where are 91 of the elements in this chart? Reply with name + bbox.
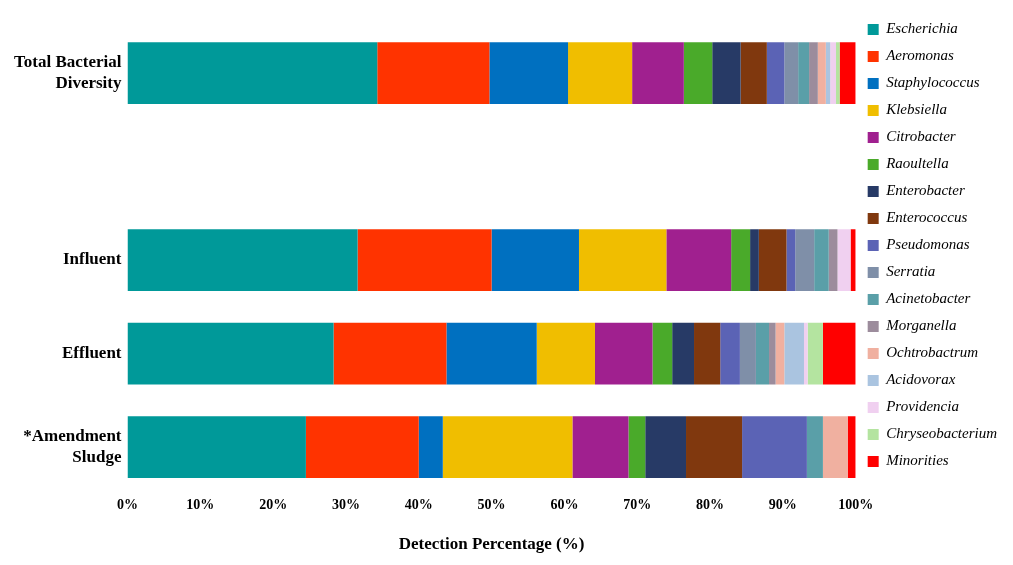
x-tick-label: 80%	[696, 496, 725, 512]
legend-label: Enterococcus	[885, 209, 968, 226]
bar	[817, 42, 826, 104]
legend-label: Klebsiella	[885, 101, 948, 118]
x-axis-title: Detection Percentage (%)	[398, 534, 585, 554]
bar	[712, 42, 741, 104]
bar	[442, 416, 573, 478]
bar	[632, 42, 684, 104]
legend-label: Chryseobacterium	[886, 425, 998, 442]
legend-label: Acidovorax	[885, 371, 956, 388]
x-tick-label: 100%	[838, 496, 874, 512]
bar	[784, 322, 804, 385]
bar	[814, 229, 829, 291]
bar	[822, 416, 848, 478]
bar	[127, 229, 358, 291]
bar	[803, 322, 808, 385]
legend-label: Enterobacter	[885, 182, 965, 199]
bar	[127, 416, 306, 478]
bar	[333, 322, 447, 385]
legend-label: Citrobacter	[886, 128, 956, 145]
legend-label: Minorities	[885, 452, 949, 469]
bar	[766, 42, 785, 104]
bar	[568, 42, 633, 104]
bar	[807, 322, 823, 385]
bar	[645, 416, 687, 478]
bar	[652, 322, 673, 385]
bar	[594, 322, 653, 385]
bar	[578, 229, 667, 291]
bar	[446, 322, 537, 385]
legend-label: Ochtrobactrum	[886, 344, 979, 361]
bar	[742, 416, 807, 478]
legend-label: Providencia	[885, 398, 959, 415]
bar	[806, 416, 823, 478]
x-tick-label: 40%	[404, 496, 433, 512]
bar	[731, 229, 751, 291]
bar	[795, 229, 815, 291]
bar	[418, 416, 443, 478]
bar	[357, 229, 492, 291]
bar	[740, 42, 767, 104]
legend-label: Staphylococcus	[886, 74, 980, 91]
legend-label: Aeromonas	[885, 47, 955, 64]
x-tick-label: 70%	[623, 496, 652, 512]
bar	[739, 322, 756, 385]
legend-label: Raoultella	[885, 155, 949, 172]
bar	[572, 416, 629, 478]
x-tick-label: 50%	[477, 496, 506, 512]
bar	[830, 42, 837, 104]
bar	[491, 229, 579, 291]
bar	[769, 322, 776, 385]
bar	[836, 42, 840, 104]
bar	[825, 42, 831, 104]
legend-label: Morganella	[885, 317, 957, 334]
legend-label: Acinetobacter	[885, 290, 971, 307]
y-tick-label: Effluent	[62, 342, 122, 362]
legend-label: Pseudomonas	[885, 236, 970, 253]
x-tick-label: 0%	[117, 496, 138, 512]
x-tick-label: 60%	[550, 496, 579, 512]
bar	[127, 322, 334, 385]
legend-label: Serratia	[886, 263, 936, 280]
bar	[694, 322, 721, 385]
bar	[809, 42, 818, 104]
bar	[786, 229, 796, 291]
bar	[822, 322, 856, 385]
bar	[828, 229, 838, 291]
bar	[758, 229, 787, 291]
bar	[377, 42, 490, 104]
bar	[839, 42, 856, 104]
y-tick-label: *Amendment Sludge	[23, 426, 122, 466]
bar	[775, 322, 785, 385]
x-tick-label: 30%	[331, 496, 360, 512]
bar	[536, 322, 595, 385]
bar	[750, 229, 759, 291]
y-tick-label: Total Bacterial Diversity	[14, 52, 122, 92]
bar	[489, 42, 569, 104]
bar	[798, 42, 810, 104]
bar	[666, 229, 732, 291]
bar	[686, 416, 743, 478]
bar	[720, 322, 740, 385]
y-tick-label: Influent	[62, 249, 122, 269]
bar	[127, 42, 378, 104]
x-tick-label: 20%	[259, 496, 288, 512]
bar	[672, 322, 695, 385]
legend-label: Escherichia	[885, 20, 958, 37]
bar	[784, 42, 799, 104]
x-tick-label: 10%	[186, 496, 215, 512]
bar	[305, 416, 419, 478]
bar	[628, 416, 646, 478]
x-tick-label: 90%	[768, 496, 797, 512]
bar	[683, 42, 713, 104]
bar	[837, 229, 851, 291]
bar	[755, 322, 770, 385]
